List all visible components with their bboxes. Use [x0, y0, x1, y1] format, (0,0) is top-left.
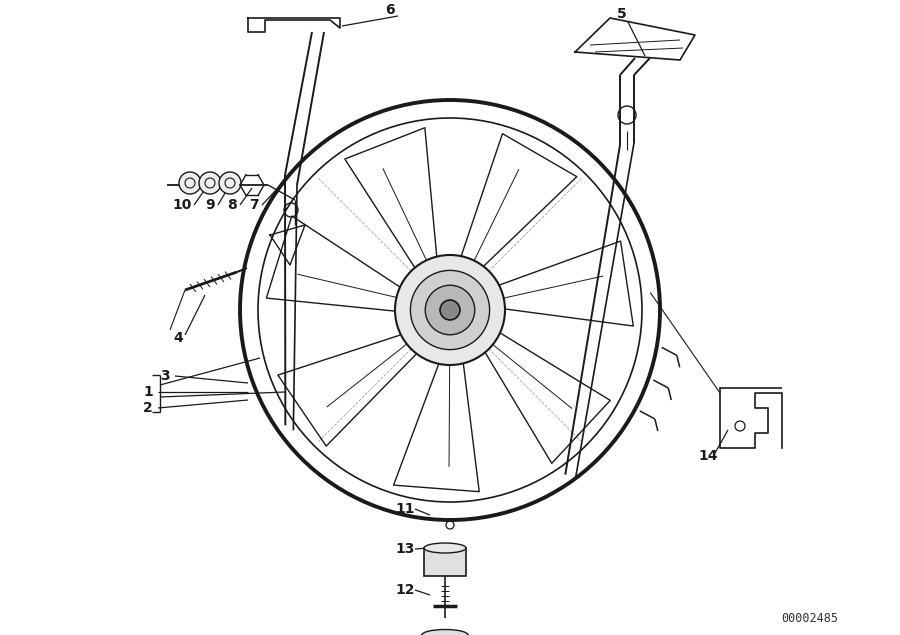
Circle shape — [179, 172, 201, 194]
Text: 11: 11 — [395, 502, 415, 516]
Text: 12: 12 — [395, 583, 415, 597]
Text: 9: 9 — [205, 198, 215, 212]
Ellipse shape — [422, 629, 468, 635]
Text: 13: 13 — [395, 542, 415, 556]
Text: 5: 5 — [617, 7, 627, 21]
Circle shape — [199, 172, 221, 194]
Text: 00002485: 00002485 — [781, 612, 839, 624]
Text: 2: 2 — [143, 401, 153, 415]
Circle shape — [219, 172, 241, 194]
Text: 4: 4 — [173, 331, 183, 345]
Text: 3: 3 — [160, 369, 170, 383]
Text: 7: 7 — [249, 198, 259, 212]
Circle shape — [440, 300, 460, 320]
Text: 6: 6 — [385, 3, 395, 17]
Text: 10: 10 — [172, 198, 192, 212]
Text: 14: 14 — [698, 449, 718, 463]
Bar — [424, 548, 466, 576]
Circle shape — [410, 271, 490, 350]
Circle shape — [425, 285, 475, 335]
Text: 8: 8 — [227, 198, 237, 212]
Text: 1: 1 — [143, 385, 153, 399]
Ellipse shape — [424, 543, 466, 553]
Circle shape — [395, 255, 505, 365]
